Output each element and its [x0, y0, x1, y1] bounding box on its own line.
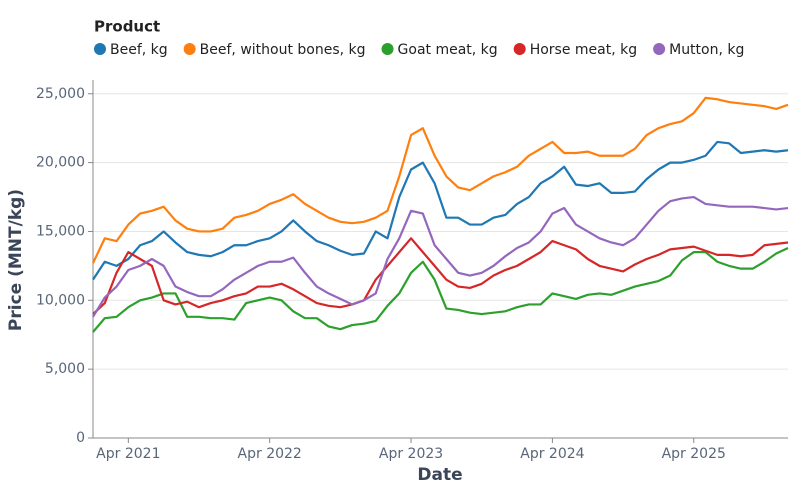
series-line: [92, 195, 789, 318]
x-tick-label: Apr 2021: [96, 446, 160, 462]
series-line: [92, 140, 789, 281]
legend-swatch: [183, 43, 196, 55]
legend-swatch: [381, 43, 394, 55]
y-tick-label: 5,000: [45, 361, 85, 377]
x-tick-label: Apr 2022: [238, 446, 302, 462]
y-tick-label: 25,000: [36, 86, 85, 102]
series-line: [92, 237, 789, 315]
legend-swatch: [653, 43, 666, 55]
legend-swatch: [513, 43, 526, 55]
y-tick-label: 0: [76, 430, 85, 446]
legend-label: Beef, without bones, kg: [200, 42, 366, 58]
series-line: [92, 96, 789, 264]
series-line: [92, 246, 789, 333]
legend-label: Horse meat, kg: [530, 42, 637, 58]
y-tick-label: 20,000: [36, 155, 85, 171]
y-tick-label: 10,000: [36, 292, 85, 308]
legend-title: Product: [94, 18, 160, 36]
y-tick-label: 15,000: [36, 223, 85, 239]
y-axis-title: Price (MNT/kg): [6, 189, 26, 331]
x-tick-label: Apr 2024: [520, 446, 584, 462]
legend-label: Beef, kg: [110, 42, 168, 58]
x-tick-label: Apr 2023: [379, 446, 443, 462]
x-tick-label: Apr 2025: [662, 446, 726, 462]
legend-label: Goat meat, kg: [398, 42, 498, 58]
legend-label: Mutton, kg: [669, 42, 744, 58]
x-axis-title: Date: [417, 465, 462, 485]
legend-swatch: [94, 43, 106, 55]
